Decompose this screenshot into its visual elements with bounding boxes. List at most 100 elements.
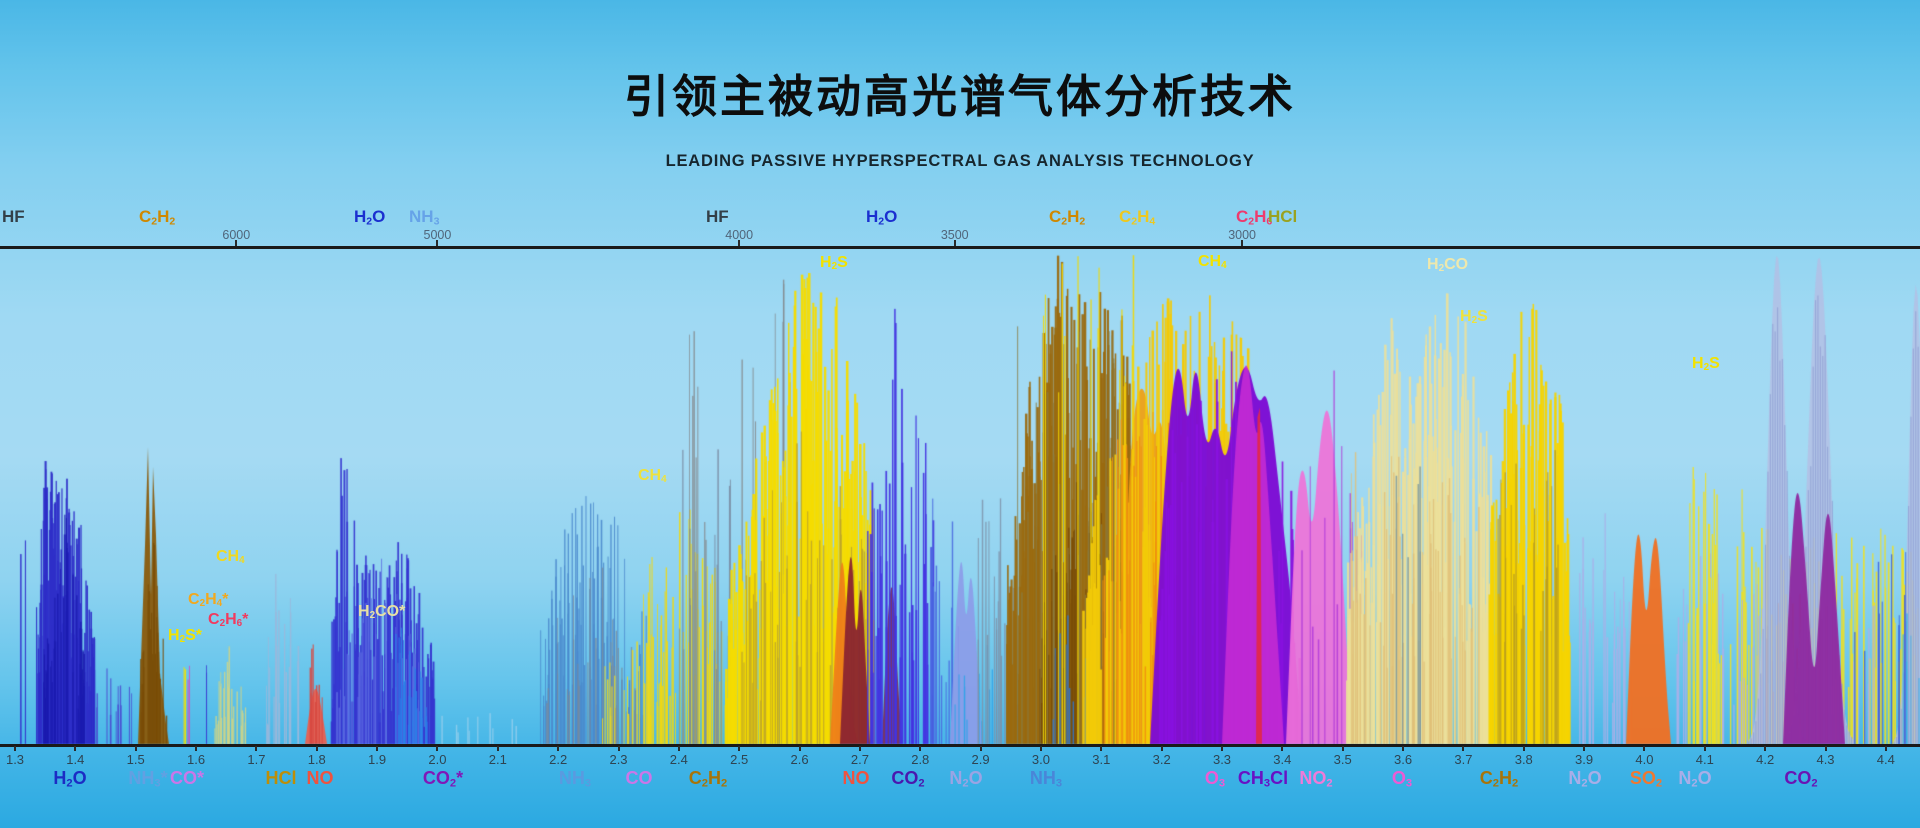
bottom-molecule-NH3: NH3 [558,768,592,790]
bottom-tick-label: 3.7 [1454,752,1473,767]
bottom-tick-mark [134,746,137,751]
bottom-molecule-CO*: CO* [169,768,205,788]
bottom-tick-mark [1824,746,1827,751]
bottom-tick-label: 1.3 [5,752,25,767]
bottom-tick-mark [1160,746,1163,751]
bottom-tick-mark [1341,746,1344,751]
bottom-molecule-N2O: N2O [1678,768,1712,790]
top-molecule-H2O: H2O [354,207,386,228]
bottom-tick-label: 3.1 [1092,752,1111,767]
bottom-tick-mark [1100,746,1103,751]
bottom-tick-label: 1.9 [368,752,387,767]
bottom-molecule-CO2: CO2 [1784,768,1818,790]
top-tick-label: 3500 [940,228,969,242]
top-axis-line [0,246,1920,249]
bottom-tick-mark [1703,746,1706,751]
bottom-tick-mark [738,746,741,751]
bottom-molecule-C2H2: C2H2 [1479,768,1519,790]
bottom-tick-label: 4.1 [1695,752,1714,767]
bottom-molecule-NH3: NH3 [1029,768,1063,790]
top-molecule-C2H6: C2H6 [1236,207,1273,228]
bottom-molecule-SO2: SO2 [1629,768,1663,790]
bottom-tick-label: 3.0 [1031,752,1050,767]
bottom-tick-mark [557,746,560,751]
top-tick-mark [738,240,741,246]
bottom-molecule-CH3Cl: CH3Cl [1237,768,1289,790]
bottom-tick-label: 2.4 [669,752,688,767]
plot-molecule-H2CO: H2CO [1427,256,1469,275]
bottom-tick-label: 4.4 [1876,752,1895,767]
bottom-tick-label: 4.3 [1816,752,1835,767]
bottom-tick-label: 1.6 [187,752,206,767]
bottom-molecule-CO: CO [625,768,653,788]
bottom-tick-mark [677,746,680,751]
bottom-tick-mark [1281,746,1284,751]
bottom-molecule-O3: O3 [1204,768,1226,790]
bottom-tick-label: 1.4 [66,752,85,767]
bottom-tick-mark [1402,746,1405,751]
top-tick-mark [436,240,439,246]
top-molecule-NH3: NH3 [409,207,440,228]
bottom-molecule-O3: O3 [1391,768,1413,790]
bottom-tick-label: 2.9 [971,752,990,767]
bottom-tick-mark [1764,746,1767,751]
bottom-tick-mark [195,746,198,751]
bottom-tick-mark [979,746,982,751]
bottom-tick-label: 4.0 [1635,752,1654,767]
bottom-tick-label: 3.6 [1394,752,1413,767]
bottom-tick-label: 3.2 [1152,752,1171,767]
top-tick-label: 5000 [423,228,452,242]
bottom-tick-label: 3.5 [1333,752,1352,767]
top-molecule-HCl: HCl [1268,207,1298,226]
plot-molecule-H2S*: H2S* [168,627,202,646]
bottom-tick-mark [14,746,16,751]
top-molecule-H2O: H2O [866,207,898,228]
bottom-tick-mark [315,746,318,751]
bottom-tick-mark [1221,746,1223,751]
bottom-tick-label: 2.0 [428,752,447,767]
bottom-tick-label: 3.9 [1575,752,1594,767]
top-tick-label: 6000 [222,228,251,242]
top-tick-mark [953,240,956,246]
top-tick-mark [235,240,238,246]
bottom-tick-label: 2.8 [911,752,930,767]
bottom-tick-label: 2.1 [488,752,507,767]
bottom-tick-mark [496,746,499,751]
bottom-molecule-NH3*: NH3* [128,768,168,790]
bottom-tick-label: 3.3 [1212,752,1232,767]
bottom-tick-mark [1583,746,1586,751]
bottom-tick-label: 3.4 [1273,752,1292,767]
top-tick-label: 3000 [1228,228,1257,242]
page-subtitle: LEADING PASSIVE HYPERSPECTRAL GAS ANALYS… [665,152,1255,170]
top-molecule-HF: HF [2,207,25,226]
bottom-tick-mark [919,746,922,751]
plot-molecule-CH4: CH4 [216,548,245,567]
plot-molecule-H2CO*: H2CO* [358,603,406,622]
bottom-molecule-C2H2: C2H2 [688,768,728,790]
bottom-tick-mark [617,746,620,751]
bottom-tick-label: 4.2 [1756,752,1775,767]
bottom-tick-mark [1039,746,1042,751]
bottom-molecule-NO: NO [842,768,870,788]
plot-molecule-CH4: CH4 [1198,253,1227,272]
bottom-tick-label: 2.7 [850,752,869,767]
plot-molecule-H2S: H2S [1460,308,1488,327]
bottom-tick-mark [74,746,77,751]
top-molecule-C2H2: C2H2 [139,207,176,228]
plot-molecule-CH4: CH4 [638,467,667,486]
top-molecule-HF: HF [706,207,729,226]
bottom-tick-label: 2.2 [549,752,568,767]
bottom-molecule-HCl: HCl [265,768,297,788]
top-molecule-C2H2: C2H2 [1049,207,1086,228]
plot-molecule-C2H4*: C2H4* [188,591,229,610]
bottom-tick-label: 2.6 [790,752,809,767]
page-title: 引领主被动高光谱气体分析技术 [623,71,1296,122]
top-tick-label: 4000 [725,228,754,242]
bottom-molecule-NO2: NO2 [1299,768,1333,790]
bottom-tick-label: 2.5 [730,752,749,767]
bottom-tick-mark [798,746,801,751]
top-molecule-C2H4: C2H4 [1119,207,1156,228]
bottom-axis-line [0,744,1920,747]
bottom-molecule-CO2*: CO2* [422,768,464,790]
